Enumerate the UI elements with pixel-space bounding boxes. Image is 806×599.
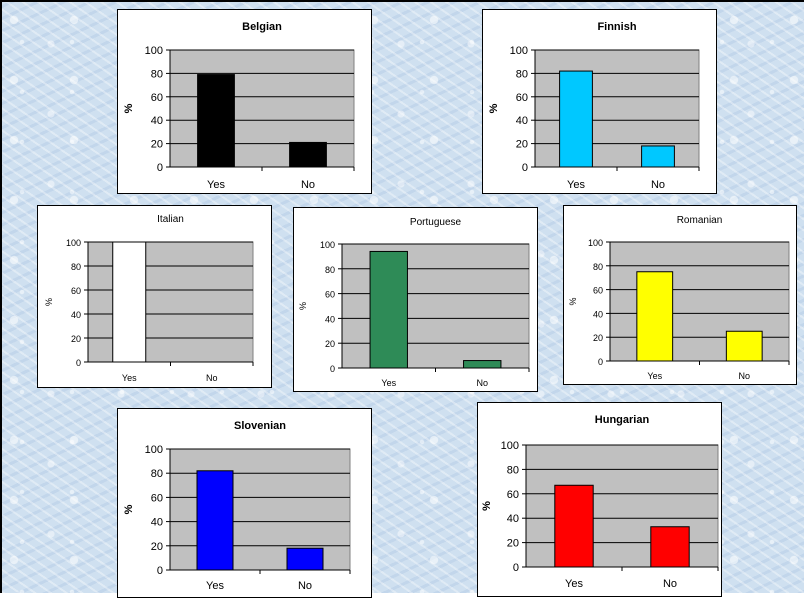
- bar-yes: [369, 250, 408, 369]
- y-tick-label: 60: [516, 92, 528, 104]
- y-tick-label: 80: [71, 262, 81, 272]
- y-tick-label: 60: [325, 290, 335, 300]
- y-axis-label: %: [44, 298, 54, 306]
- y-tick-label: 100: [588, 238, 603, 248]
- y-tick-label: 40: [507, 513, 519, 525]
- y-tick-label: 20: [516, 139, 528, 151]
- chart-belgian: 0 20 40 60 80 100 Yes No Belgian%: [117, 9, 372, 194]
- y-tick-label: 100: [145, 444, 163, 456]
- y-tick-label: 40: [71, 310, 81, 320]
- bar-yes: [197, 74, 235, 168]
- y-axis-label: %: [298, 302, 308, 310]
- y-tick-label: 100: [501, 440, 519, 452]
- bar-no: [725, 330, 763, 362]
- chart-svg: 0 20 40 60 80 100 Yes No Slovenian%: [123, 420, 351, 592]
- y-tick-label: 40: [516, 115, 528, 127]
- chart-svg: 0 20 40 60 80 100 Yes No Italian%: [44, 214, 254, 383]
- y-tick-label: 80: [151, 468, 163, 480]
- x-tick-label: Yes: [207, 179, 225, 191]
- y-tick-label: 80: [507, 464, 519, 476]
- y-tick-label: 0: [598, 357, 603, 367]
- chart-title: Finnish: [597, 21, 636, 33]
- y-tick-label: 20: [151, 139, 163, 151]
- x-tick-label: Yes: [122, 373, 137, 383]
- y-tick-label: 20: [71, 334, 81, 344]
- chart-slovenian: 0 20 40 60 80 100 Yes No Slovenian%: [117, 408, 372, 598]
- bar-yes: [196, 470, 234, 571]
- x-tick-label: No: [651, 179, 665, 191]
- x-tick-label: Yes: [206, 580, 224, 592]
- y-tick-label: 60: [71, 286, 81, 296]
- chart-svg: 0 20 40 60 80 100 Yes No Belgian%: [123, 21, 355, 191]
- x-tick-label: Yes: [381, 378, 396, 388]
- bar-yes: [559, 70, 593, 168]
- y-tick-label: 80: [151, 68, 163, 80]
- chart-finnish: 0 20 40 60 80 100 Yes No Finnish%: [482, 9, 717, 194]
- y-axis-label: %: [481, 501, 493, 511]
- chart-title: Portuguese: [410, 217, 462, 228]
- bar-no: [650, 526, 690, 568]
- chart-italian: 0 20 40 60 80 100 Yes No Italian%: [37, 205, 272, 388]
- chart-svg: 0 20 40 60 80 100 Yes No Portuguese%: [298, 217, 530, 388]
- y-tick-label: 60: [593, 286, 603, 296]
- y-tick-label: 100: [320, 240, 335, 250]
- y-axis-label: %: [123, 103, 135, 113]
- chart-title: Italian: [157, 214, 184, 225]
- chart-title: Romanian: [677, 215, 723, 226]
- bar-yes: [112, 241, 147, 363]
- y-axis-label: %: [123, 504, 135, 514]
- chart-title: Belgian: [242, 21, 282, 33]
- bar-no: [289, 141, 327, 168]
- y-tick-label: 60: [507, 489, 519, 501]
- y-tick-label: 0: [330, 364, 335, 374]
- x-tick-label: No: [476, 378, 488, 388]
- chart-title: Slovenian: [234, 420, 286, 432]
- y-tick-label: 40: [151, 517, 163, 529]
- y-tick-label: 80: [325, 265, 335, 275]
- chart-title: Hungarian: [595, 414, 650, 426]
- y-tick-label: 40: [593, 309, 603, 319]
- chart-svg: 0 20 40 60 80 100 Yes No Finnish%: [488, 21, 700, 191]
- bar-no: [641, 145, 675, 168]
- x-tick-label: Yes: [567, 179, 585, 191]
- y-tick-label: 20: [507, 538, 519, 550]
- y-tick-label: 60: [151, 492, 163, 504]
- y-tick-label: 0: [157, 565, 163, 577]
- y-tick-label: 0: [522, 162, 528, 174]
- y-axis-label: %: [488, 103, 500, 113]
- chart-svg: 0 20 40 60 80 100 Yes No Romanian%: [568, 215, 790, 381]
- x-tick-label: Yes: [565, 578, 583, 590]
- y-tick-label: 40: [325, 314, 335, 324]
- x-tick-label: No: [298, 580, 312, 592]
- bar-yes: [554, 484, 594, 568]
- y-tick-label: 100: [145, 45, 163, 57]
- y-tick-label: 20: [325, 339, 335, 349]
- y-tick-label: 100: [66, 238, 81, 248]
- y-tick-label: 80: [516, 68, 528, 80]
- x-tick-label: No: [663, 578, 677, 590]
- bar-yes: [636, 271, 674, 362]
- chart-hungarian: 0 20 40 60 80 100 Yes No Hungarian%: [477, 402, 722, 597]
- y-tick-label: 20: [593, 333, 603, 343]
- y-tick-label: 0: [513, 562, 519, 574]
- x-tick-label: No: [301, 179, 315, 191]
- y-tick-label: 100: [510, 45, 528, 57]
- y-tick-label: 60: [151, 92, 163, 104]
- x-tick-label: No: [206, 373, 218, 383]
- x-tick-label: No: [738, 371, 750, 381]
- y-axis-label: %: [568, 297, 578, 305]
- y-tick-label: 0: [157, 162, 163, 174]
- x-tick-label: Yes: [647, 371, 662, 381]
- bar-no: [286, 547, 324, 571]
- chart-romanian: 0 20 40 60 80 100 Yes No Romanian%: [563, 205, 797, 385]
- chart-svg: 0 20 40 60 80 100 Yes No Hungarian%: [481, 414, 719, 590]
- y-tick-label: 80: [593, 262, 603, 272]
- chart-portuguese: 0 20 40 60 80 100 Yes No Portuguese%: [293, 207, 538, 392]
- y-tick-label: 0: [76, 358, 81, 368]
- bar-no: [463, 360, 502, 369]
- y-tick-label: 20: [151, 541, 163, 553]
- y-tick-label: 40: [151, 115, 163, 127]
